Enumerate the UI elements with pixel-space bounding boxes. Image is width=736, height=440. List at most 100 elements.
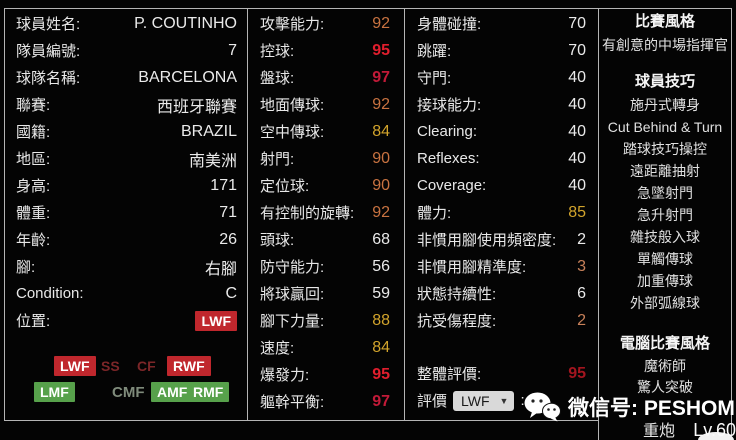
stat-label: 頭球: bbox=[260, 232, 295, 249]
stat-row: 空中傳球: 84 bbox=[260, 118, 390, 145]
position-text-cf: CF bbox=[137, 358, 156, 374]
stat-label: 腳下力量: bbox=[260, 313, 325, 330]
player-info-row: 國籍: BRAZIL bbox=[16, 118, 237, 145]
stat-value: 6 bbox=[577, 284, 586, 302]
squad-number-value: 7 bbox=[228, 41, 237, 59]
skill-item: 單觸傳球 bbox=[637, 251, 693, 267]
rating-position-dropdown[interactable]: LWF ▼ bbox=[453, 390, 515, 411]
stat-row: 軀幹平衡: 97 bbox=[260, 388, 390, 415]
signature: 重炮手 Lv.60 bbox=[643, 417, 736, 440]
column-divider-1 bbox=[247, 8, 248, 420]
frame-line-left bbox=[4, 8, 5, 420]
player-info-column: 球員姓名: P. COUTINHO 隊員編號: 7 球隊名稱: BARCELON… bbox=[5, 10, 247, 334]
skill-item: 外部弧線球 bbox=[630, 295, 700, 311]
stat-row: Reflexes: 40 bbox=[417, 145, 586, 172]
stat-row: Clearing: 40 bbox=[417, 118, 586, 145]
stat-label: Clearing: bbox=[417, 123, 478, 140]
stat-value: 90 bbox=[372, 176, 390, 194]
league-value: 西班牙聯賽 bbox=[156, 98, 237, 116]
stat-value: 97 bbox=[372, 68, 390, 86]
stat-value: 92 bbox=[372, 203, 390, 221]
league-label: 聯賽: bbox=[16, 97, 51, 114]
position-row: 位置: LWF bbox=[16, 307, 237, 334]
signature-level: Lv.60 bbox=[693, 420, 736, 440]
position-text-ss: SS bbox=[101, 358, 120, 374]
region-value: 南美洲 bbox=[188, 152, 237, 170]
stat-value: 95 bbox=[372, 41, 390, 59]
player-info-row: 球員姓名: P. COUTINHO bbox=[16, 10, 237, 37]
avatar-partial bbox=[698, 432, 734, 440]
ai-style-item: 魔術師 bbox=[644, 358, 686, 374]
spacer bbox=[417, 334, 586, 360]
foot-value: 右腳 bbox=[204, 260, 237, 278]
position-rating-row: 評價 LWF ▼ : bbox=[417, 387, 586, 414]
stat-value: 92 bbox=[372, 14, 390, 32]
stat-label: 爆發力: bbox=[260, 367, 310, 384]
stat-row: 速度: 84 bbox=[260, 334, 390, 361]
skill-item: 急墜射門 bbox=[637, 185, 693, 201]
player-info-row: 隊員編號: 7 bbox=[16, 37, 237, 64]
stat-label: 抗受傷程度: bbox=[417, 313, 497, 330]
position-rating-label: 評價 bbox=[417, 393, 448, 410]
player-info-row: 體重: 71 bbox=[16, 199, 237, 226]
stat-row: 地面傳球: 92 bbox=[260, 91, 390, 118]
stat-row: 守門: 40 bbox=[417, 64, 586, 91]
age-label: 年齡: bbox=[16, 232, 51, 249]
styles-column: 比賽風格 有創意的中場指揮官 球員技巧 施丹式轉身 Cut Behind & T… bbox=[599, 10, 731, 398]
frame-line-right bbox=[731, 8, 732, 440]
nationality-value: BRAZIL bbox=[180, 122, 237, 140]
ai-style-item: 驚人突破 bbox=[637, 379, 693, 395]
stat-row: 攻擊能力: 92 bbox=[260, 10, 390, 37]
nationality-label: 國籍: bbox=[16, 124, 51, 141]
stat-row: 接球能力: 40 bbox=[417, 91, 586, 118]
stat-row: 盤球: 97 bbox=[260, 64, 390, 91]
age-value: 26 bbox=[219, 230, 237, 248]
stat-label: 非慣用腳使用頻密度: bbox=[417, 232, 557, 249]
stat-row: 控球: 95 bbox=[260, 37, 390, 64]
stat-row: 腳下力量: 88 bbox=[260, 307, 390, 334]
overall-rating-value: 95 bbox=[568, 364, 586, 382]
stat-value: 70 bbox=[568, 41, 586, 59]
position-label: 位置: bbox=[16, 313, 51, 330]
player-info-row: 年齡: 26 bbox=[16, 226, 237, 253]
stat-label: 盤球: bbox=[260, 70, 295, 87]
stat-row: 射門: 90 bbox=[260, 145, 390, 172]
stat-row: Coverage: 40 bbox=[417, 172, 586, 199]
skill-item: Cut Behind & Turn bbox=[607, 119, 723, 135]
attack-stats-column: 攻擊能力: 92 控球: 95 盤球: 97 地面傳球: 92 空中傳球: 84… bbox=[248, 10, 404, 415]
signature-name: 重炮手 bbox=[643, 423, 676, 440]
stat-label: 守門: bbox=[417, 70, 452, 87]
stat-label: 有控制的旋轉: bbox=[260, 205, 355, 222]
spacer bbox=[599, 56, 731, 70]
player-info-row: 球隊名稱: BARCELONA bbox=[16, 64, 237, 91]
height-value: 171 bbox=[210, 176, 237, 194]
skill-item: 急升射門 bbox=[637, 207, 693, 223]
player-name-value: P. COUTINHO bbox=[134, 14, 237, 32]
stat-label: 體力: bbox=[417, 205, 452, 222]
stat-value: 56 bbox=[372, 257, 390, 275]
stat-value: 85 bbox=[568, 203, 586, 221]
stat-label: 定位球: bbox=[260, 178, 310, 195]
stat-label: 空中傳球: bbox=[260, 124, 325, 141]
stat-value: 59 bbox=[372, 284, 390, 302]
stat-row: 將球贏回: 59 bbox=[260, 280, 390, 307]
weight-label: 體重: bbox=[16, 205, 51, 222]
wechat-watermark: 微信号: PESHOME bbox=[524, 392, 736, 422]
team-name-label: 球隊名稱: bbox=[16, 70, 81, 87]
stat-value: 84 bbox=[372, 122, 390, 140]
stat-value: 84 bbox=[372, 338, 390, 356]
condition-value: C bbox=[225, 284, 237, 302]
stat-value: 2 bbox=[577, 311, 586, 329]
skill-item: 施丹式轉身 bbox=[630, 97, 700, 113]
stat-label: 狀態持續性: bbox=[417, 286, 497, 303]
stat-value: 40 bbox=[568, 122, 586, 140]
stat-value: 97 bbox=[372, 392, 390, 410]
stat-value: 90 bbox=[372, 149, 390, 167]
stat-value: 40 bbox=[568, 176, 586, 194]
stat-row: 非慣用腳使用頻密度: 2 bbox=[417, 226, 586, 253]
stat-label: 地面傳球: bbox=[260, 97, 325, 114]
stat-row: 跳躍: 70 bbox=[417, 37, 586, 64]
position-badge-rwf: RWF bbox=[167, 356, 211, 376]
stat-value: 70 bbox=[568, 14, 586, 32]
